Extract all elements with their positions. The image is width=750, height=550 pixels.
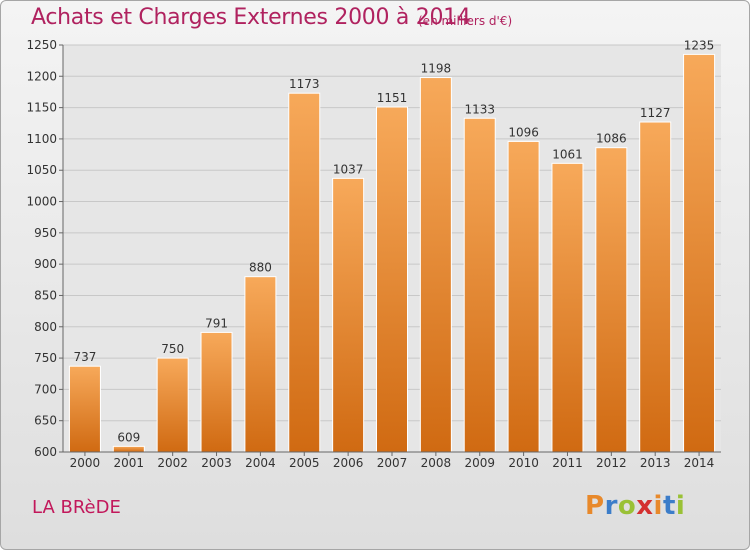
x-tick-label: 2008 xyxy=(421,456,452,470)
chart-title: Achats et Charges Externes 2000 à 2014 xyxy=(31,5,471,30)
x-tick-label: 2001 xyxy=(114,456,145,470)
bar xyxy=(200,331,233,453)
axes: 600 650 700 750 800 850 900 950 1000 1050 1100 1150… xyxy=(26,38,721,470)
bar xyxy=(68,365,101,453)
logo-letter: t xyxy=(662,491,676,521)
x-tick-label: 2010 xyxy=(508,456,539,470)
bars xyxy=(68,53,716,453)
bar xyxy=(419,77,452,453)
bar xyxy=(156,357,189,453)
data-label: 1151 xyxy=(377,91,408,105)
y-tick-label: 600 xyxy=(34,445,57,459)
y-tick-label: 650 xyxy=(34,414,57,428)
bar xyxy=(507,140,540,453)
bar xyxy=(551,162,584,453)
logo-letter: x xyxy=(636,491,654,521)
bar xyxy=(288,92,321,453)
y-tick-label: 1150 xyxy=(26,101,57,115)
x-tick-label: 2014 xyxy=(684,456,715,470)
logo-letter: i xyxy=(675,491,686,521)
x-tick-label: 2011 xyxy=(552,456,583,470)
y-tick-label: 950 xyxy=(34,226,57,240)
data-label: 1037 xyxy=(333,162,364,176)
data-label: 880 xyxy=(249,261,272,275)
data-label: 791 xyxy=(205,316,228,330)
y-tick-label: 850 xyxy=(34,288,57,302)
x-tick-label: 2000 xyxy=(70,456,101,470)
proxiti-logo[interactable]: Proxiti xyxy=(585,491,685,521)
data-label: 737 xyxy=(73,350,96,364)
x-tick-label: 2005 xyxy=(289,456,320,470)
bar xyxy=(639,121,672,453)
y-tick-label: 1100 xyxy=(26,132,57,146)
y-tick-label: 700 xyxy=(34,382,57,396)
data-label: 1198 xyxy=(421,62,452,76)
logo-letter: i xyxy=(653,491,663,521)
data-label: 1127 xyxy=(640,106,671,120)
y-tick-label: 1050 xyxy=(26,163,57,177)
x-tick-label: 2004 xyxy=(245,456,276,470)
data-label: 1235 xyxy=(684,38,715,52)
y-tick-label: 800 xyxy=(34,320,57,334)
x-tick-label: 2013 xyxy=(640,456,671,470)
x-tick-label: 2007 xyxy=(377,456,408,470)
y-tick-label: 750 xyxy=(34,351,57,365)
bar xyxy=(112,445,145,453)
x-tick-label: 2002 xyxy=(157,456,188,470)
logo-letter: P xyxy=(585,491,605,521)
commune-name: LA BRèDE xyxy=(32,497,121,518)
y-tick-label: 1000 xyxy=(26,195,57,209)
value-labels: 737 609 750 791 880 1173 1037 1151 1198 1133 1096 1… xyxy=(73,38,714,444)
bar xyxy=(376,106,408,453)
bar xyxy=(595,147,628,453)
chart-subtitle: (en milliers d'€) xyxy=(418,14,513,28)
x-tick-label: 2012 xyxy=(596,456,627,470)
data-label: 1096 xyxy=(508,125,539,139)
y-tick-label: 900 xyxy=(34,257,57,271)
y-tick-label: 1200 xyxy=(26,69,57,83)
data-label: 1133 xyxy=(464,102,495,116)
bar xyxy=(244,276,277,453)
x-tick-label: 2003 xyxy=(201,456,232,470)
bar xyxy=(332,177,365,453)
data-label: 1086 xyxy=(596,132,627,146)
data-label: 609 xyxy=(117,430,140,444)
data-label: 750 xyxy=(161,342,184,356)
data-label: 1061 xyxy=(552,147,583,161)
logo-letter: o xyxy=(617,491,637,521)
x-tick-label: 2009 xyxy=(464,456,495,470)
logo-letter: r xyxy=(604,491,618,521)
y-tick-label: 1250 xyxy=(26,38,57,52)
bar xyxy=(683,53,716,453)
bar xyxy=(463,117,496,453)
x-tick-label: 2006 xyxy=(333,456,364,470)
data-label: 1173 xyxy=(289,77,320,91)
